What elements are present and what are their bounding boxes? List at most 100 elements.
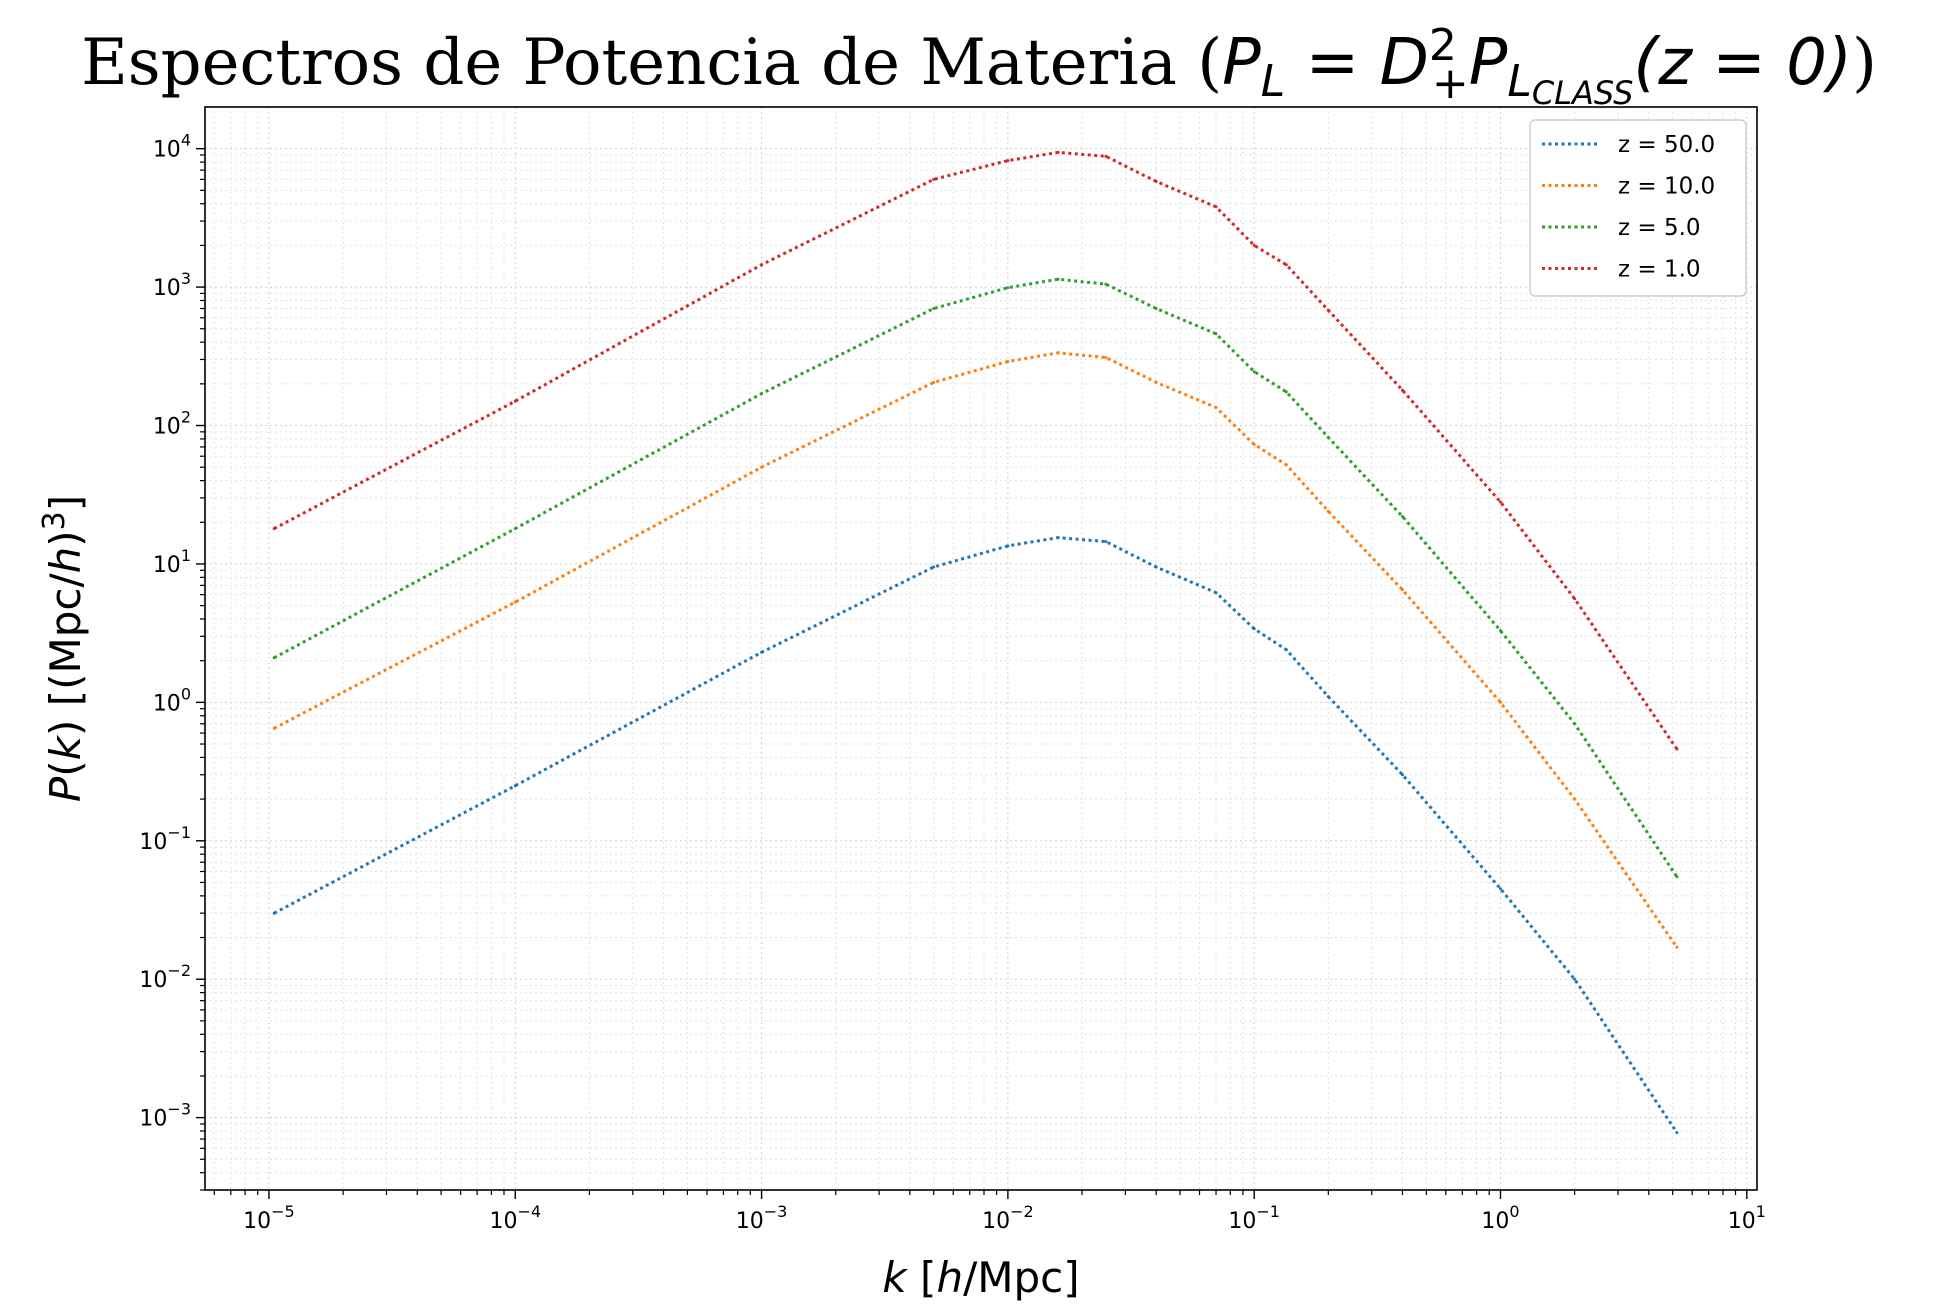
y-tick-label: 101 bbox=[153, 546, 191, 578]
data-point bbox=[1675, 1131, 1679, 1135]
data-point bbox=[932, 177, 936, 181]
legend: z = 50.0 z = 10.0 z = 5.0 z = 1.0 bbox=[1529, 119, 1747, 297]
title-math: L bbox=[1507, 56, 1532, 107]
data-point bbox=[1006, 544, 1010, 548]
data-point bbox=[1104, 282, 1108, 286]
data-point bbox=[1284, 648, 1288, 652]
chart-title-text: Espectros de Potencia de Materia (PL = D… bbox=[81, 20, 1877, 112]
data-point bbox=[1573, 722, 1577, 726]
data-point bbox=[1104, 540, 1108, 544]
data-point bbox=[1154, 380, 1158, 384]
legend-label: z = 50.0 bbox=[1618, 132, 1715, 158]
title-math: 2 bbox=[1429, 20, 1457, 71]
data-point bbox=[932, 307, 936, 310]
data-point bbox=[1401, 588, 1404, 592]
title-math: = D bbox=[1285, 26, 1429, 100]
data-point bbox=[1401, 388, 1404, 392]
data-point bbox=[272, 726, 276, 730]
data-point bbox=[760, 465, 764, 469]
data-point bbox=[1284, 263, 1288, 267]
legend-label: z = 10.0 bbox=[1618, 174, 1715, 200]
data-point bbox=[1056, 277, 1060, 281]
legend-label: z = 5.0 bbox=[1618, 215, 1701, 241]
data-point bbox=[1006, 286, 1010, 290]
legend-box bbox=[1529, 119, 1747, 297]
data-point bbox=[1214, 406, 1218, 409]
data-point bbox=[1326, 509, 1330, 513]
data-point bbox=[1573, 797, 1577, 801]
data-point bbox=[272, 527, 276, 531]
data-point bbox=[1499, 500, 1502, 504]
y-axis: 10−3 10−2 10−1 100 101 102 103 104 bbox=[139, 131, 205, 1191]
data-point bbox=[1675, 875, 1679, 879]
data-point bbox=[1056, 536, 1060, 540]
x-tick-label: 10−5 bbox=[243, 1202, 295, 1234]
data-point bbox=[1573, 597, 1577, 601]
data-point bbox=[760, 392, 764, 396]
data-point bbox=[932, 565, 936, 569]
x-tick-label: 100 bbox=[1481, 1202, 1519, 1234]
data-point bbox=[1675, 945, 1679, 949]
title-math: CLASS bbox=[1532, 74, 1634, 112]
data-point bbox=[932, 380, 936, 384]
data-point bbox=[1056, 351, 1060, 355]
data-point bbox=[1214, 205, 1218, 209]
y-tick-label: 104 bbox=[153, 131, 191, 163]
x-tick-label: 101 bbox=[1728, 1202, 1766, 1234]
data-point bbox=[1252, 442, 1256, 446]
data-point bbox=[513, 399, 517, 403]
title-math: (z = 0) bbox=[1633, 26, 1852, 100]
data-point bbox=[1284, 463, 1288, 467]
data-point bbox=[1401, 515, 1404, 518]
grid bbox=[205, 107, 1757, 1191]
title-math: L bbox=[1261, 56, 1286, 107]
series-line-1 bbox=[273, 351, 1679, 949]
legend-label: z = 1.0 bbox=[1618, 257, 1701, 283]
data-point bbox=[1214, 332, 1218, 336]
title-math: P bbox=[1222, 26, 1261, 100]
data-point bbox=[1056, 150, 1060, 154]
x-tick-label: 10−2 bbox=[982, 1202, 1034, 1234]
x-tick-label: 10−1 bbox=[1228, 1202, 1280, 1234]
data-point bbox=[1573, 977, 1577, 981]
y-axis-label-text: P(k) [(Mpc/h)3] bbox=[37, 495, 90, 802]
series-lines bbox=[272, 150, 1679, 1135]
data-point bbox=[1154, 565, 1158, 569]
data-point bbox=[1104, 154, 1108, 158]
data-point bbox=[513, 600, 517, 604]
data-point bbox=[513, 784, 517, 788]
data-point bbox=[760, 650, 764, 654]
data-point bbox=[1499, 629, 1502, 633]
data-point bbox=[1499, 700, 1502, 704]
x-tick-label: 10−3 bbox=[736, 1202, 788, 1234]
data-point bbox=[1284, 390, 1288, 394]
y-tick-label: 10−2 bbox=[139, 961, 191, 993]
title-prefix: Espectros de Potencia de Materia ( bbox=[81, 26, 1222, 100]
data-point bbox=[1252, 370, 1256, 374]
x-axis-label-text: k [h/Mpc] bbox=[882, 1253, 1079, 1302]
y-axis-label: P(k) [(Mpc/h)3] bbox=[37, 495, 90, 802]
data-point bbox=[1499, 887, 1502, 891]
data-point bbox=[513, 527, 517, 531]
data-point bbox=[1326, 435, 1330, 439]
title-suffix: ) bbox=[1852, 26, 1877, 100]
title-math: P bbox=[1469, 26, 1508, 100]
data-point bbox=[1104, 356, 1108, 359]
data-point bbox=[272, 656, 276, 660]
series-line-3 bbox=[273, 150, 1679, 750]
data-point bbox=[1326, 308, 1330, 312]
data-point bbox=[1006, 360, 1010, 363]
title-math: + bbox=[1432, 58, 1469, 109]
data-point bbox=[1154, 179, 1158, 183]
x-tick-label: 10−4 bbox=[489, 1202, 541, 1234]
data-point bbox=[1252, 627, 1256, 631]
data-point bbox=[1154, 307, 1158, 310]
data-point bbox=[760, 263, 764, 267]
series-line-0 bbox=[273, 536, 1679, 1134]
data-point bbox=[1252, 243, 1256, 247]
data-point bbox=[1675, 747, 1679, 751]
data-point bbox=[1326, 695, 1330, 699]
x-axis-label: k [h/Mpc] bbox=[882, 1253, 1079, 1302]
data-point bbox=[1214, 591, 1218, 595]
